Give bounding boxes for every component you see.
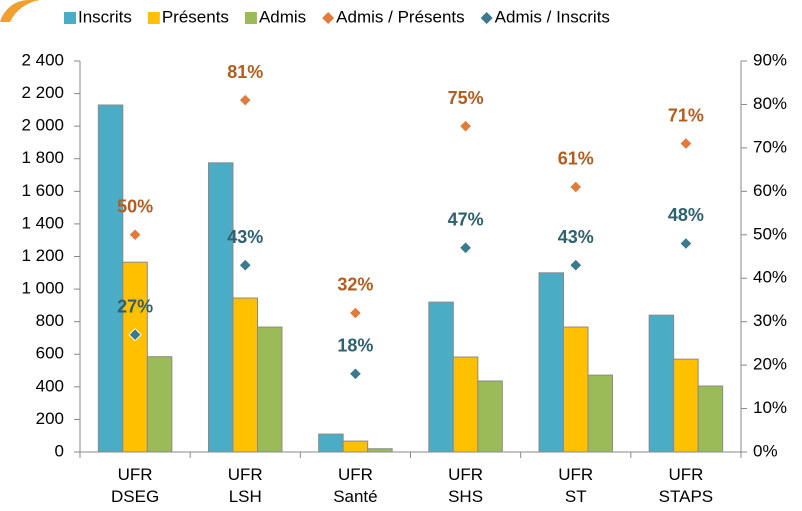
ratio-marker — [458, 119, 473, 133]
data-label: 61% — [558, 149, 594, 169]
data-label: 43% — [558, 227, 594, 247]
data-label: 81% — [227, 62, 263, 82]
x-tick-label: UFR ST — [558, 465, 593, 506]
data-label: 32% — [337, 275, 373, 295]
ratio-marker — [238, 93, 252, 107]
y2-tick-label: 80% — [753, 94, 787, 113]
bar — [257, 326, 283, 453]
legend-label: Admis / Inscrits — [495, 7, 610, 26]
y-tick-label: 1 600 — [21, 181, 64, 200]
y-tick-label: 200 — [36, 409, 64, 428]
x-tick-label: UFR SHS — [448, 465, 483, 506]
y-tick-label: 2 000 — [21, 116, 64, 135]
bar — [122, 261, 148, 453]
y-tick-label: 1 400 — [21, 213, 64, 232]
data-label: 43% — [227, 227, 263, 247]
y-tick-label: 1 200 — [21, 246, 64, 265]
bar — [342, 440, 369, 453]
data-label: 71% — [668, 105, 704, 125]
ratio-marker — [238, 258, 252, 272]
y-tick-label: 1 000 — [21, 279, 64, 298]
bar — [538, 272, 564, 453]
bar — [146, 356, 173, 453]
ratio-marker — [679, 136, 693, 151]
x-tick-label: UFR LSH — [228, 465, 263, 506]
bar — [673, 358, 699, 453]
y2-tick-label: 50% — [753, 224, 787, 243]
y2-tick-label: 40% — [753, 268, 787, 287]
legend-label: Admis / Présents — [336, 7, 465, 26]
bar — [232, 297, 258, 453]
y2-tick-label: 20% — [753, 355, 787, 374]
ratio-marker — [128, 228, 142, 242]
bar — [477, 380, 503, 453]
y2-tick-label: 0% — [753, 441, 778, 460]
ratio-marker — [128, 327, 142, 342]
bar — [563, 326, 589, 453]
y2-tick-label: 70% — [753, 137, 787, 156]
bar — [97, 104, 124, 453]
legend-swatch — [147, 12, 160, 24]
legend-swatch — [322, 12, 335, 24]
bar — [452, 356, 479, 453]
y-tick-label: 1 800 — [21, 148, 64, 167]
y-tick-label: 2 200 — [21, 83, 64, 102]
legend-label: Présents — [162, 7, 229, 26]
ratio-marker — [569, 180, 583, 194]
y-tick-label: 400 — [36, 376, 64, 395]
bar — [587, 374, 613, 453]
legend-swatch — [64, 12, 76, 24]
ratio-marker — [458, 241, 473, 255]
y2-tick-label: 10% — [753, 398, 787, 417]
y-tick-label: 800 — [36, 311, 64, 330]
data-label: 75% — [448, 88, 484, 108]
data-label: 50% — [117, 197, 153, 217]
y2-tick-label: 30% — [753, 311, 787, 330]
ratio-marker — [348, 367, 363, 381]
legend-swatch — [480, 12, 493, 24]
legend-swatch — [244, 12, 257, 24]
data-label: 48% — [668, 205, 704, 225]
bar — [648, 314, 675, 453]
x-tick-label: UFR STAPS — [659, 465, 713, 506]
y-tick-label: 2 400 — [21, 50, 64, 69]
legend-label: Inscrits — [78, 7, 132, 26]
data-label: 27% — [117, 296, 153, 316]
bar — [318, 433, 344, 453]
data-label: 47% — [448, 210, 484, 230]
y2-tick-label: 90% — [753, 50, 787, 69]
bar — [367, 448, 393, 453]
logo-fragment — [0, 0, 40, 22]
bar — [428, 301, 454, 453]
x-tick-label: UFR DSEG — [111, 465, 159, 506]
y2-tick-label: 60% — [753, 181, 787, 200]
y-tick-label: 0 — [55, 441, 64, 460]
data-label: 18% — [337, 336, 373, 356]
ratio-marker — [348, 306, 363, 320]
legend-label: Admis — [259, 7, 306, 26]
x-tick-label: UFR Santé — [333, 465, 377, 506]
bar — [208, 162, 234, 453]
y-tick-label: 600 — [36, 344, 64, 363]
ratio-marker — [679, 236, 693, 251]
bar — [697, 385, 724, 453]
ratio-marker — [569, 258, 583, 272]
